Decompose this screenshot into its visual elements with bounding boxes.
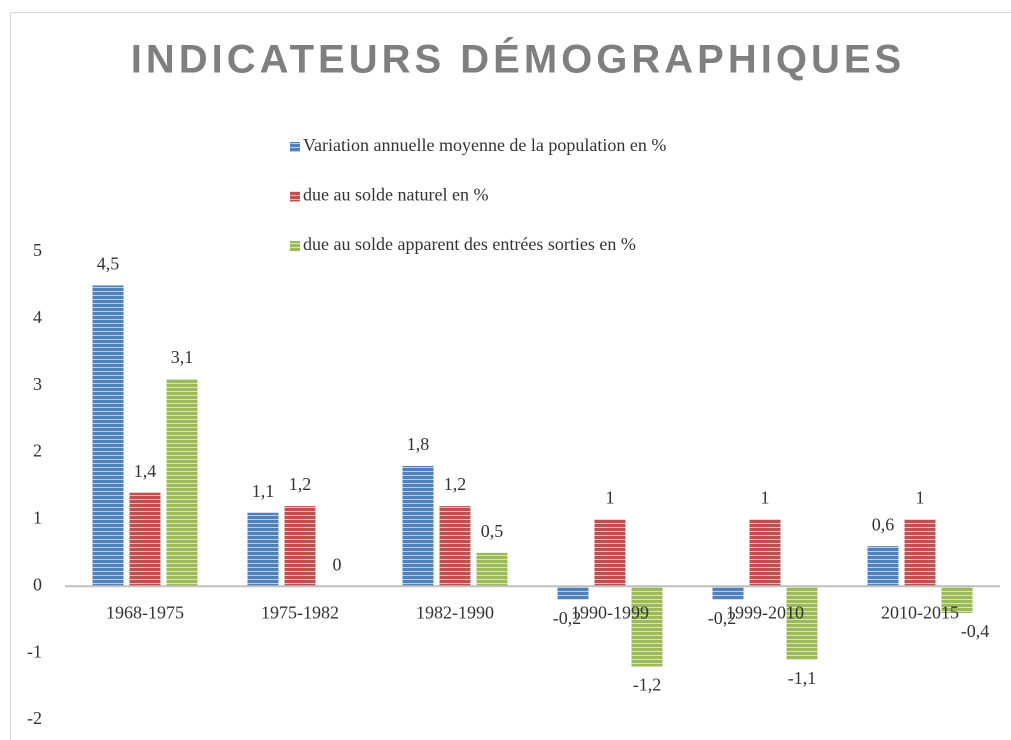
- y-tick-label: 5: [33, 240, 42, 260]
- data-label: 1,4: [134, 461, 157, 481]
- data-label: -1,2: [633, 675, 662, 695]
- data-label: -1,1: [788, 668, 817, 688]
- legend-swatch: [290, 191, 300, 202]
- chart-border: [10, 12, 1011, 740]
- bar: [129, 492, 161, 587]
- bar: [92, 285, 124, 587]
- data-label: -0,2: [708, 608, 737, 628]
- data-label: 0: [333, 554, 342, 574]
- bar: [631, 586, 663, 667]
- y-tick-label: 4: [33, 307, 42, 327]
- y-tick-label: 0: [33, 574, 42, 594]
- data-label: 1,2: [289, 474, 312, 494]
- x-tick-label: 1982-1990: [416, 602, 494, 622]
- y-tick-label: 1: [33, 508, 42, 528]
- data-label: 1: [606, 488, 615, 508]
- data-label: 0,6: [872, 514, 895, 534]
- x-tick-label: 1968-1975: [106, 602, 184, 622]
- bar: [867, 546, 899, 587]
- legend-label: due au solde apparent des entrées sortie…: [303, 234, 636, 254]
- bar: [712, 586, 744, 600]
- data-label: 1: [916, 488, 925, 508]
- data-label: 1,2: [444, 474, 467, 494]
- data-label: -0,4: [961, 621, 990, 641]
- data-label: 1,8: [407, 434, 430, 454]
- y-tick-label: 3: [33, 374, 42, 394]
- data-label: 3,1: [171, 347, 194, 367]
- data-label: -0,2: [553, 608, 582, 628]
- x-tick-label: 1975-1982: [261, 602, 339, 622]
- x-tick-label: 2010-2015: [881, 602, 959, 622]
- data-label: 1,1: [252, 481, 275, 501]
- legend-label: due au solde naturel en %: [303, 185, 488, 205]
- bar: [594, 519, 626, 587]
- bar: [557, 586, 589, 600]
- bar: [247, 512, 279, 587]
- x-tick-label: 1999-2010: [726, 602, 804, 622]
- y-tick-label: 2: [33, 441, 42, 461]
- legend-swatch: [290, 142, 300, 152]
- bar: [786, 586, 818, 660]
- x-tick-label: 1990-1999: [571, 602, 649, 622]
- bar: [476, 552, 508, 587]
- data-label: 4,5: [97, 254, 120, 274]
- data-label: 0,5: [481, 521, 504, 541]
- bar: [941, 586, 973, 614]
- bar: [402, 465, 434, 587]
- legend-swatch: [290, 241, 300, 251]
- data-label: 1: [761, 488, 770, 508]
- chart-title: INDICATEURS DÉMOGRAPHIQUES: [131, 37, 905, 82]
- y-tick-label: -1: [27, 641, 42, 661]
- y-tick-label: -2: [27, 708, 42, 728]
- bar: [166, 379, 198, 587]
- bar: [439, 506, 471, 587]
- bar: [749, 519, 781, 587]
- bar: [284, 506, 316, 587]
- legend-label: Variation annuelle moyenne de la populat…: [303, 135, 666, 155]
- bar: [904, 519, 936, 587]
